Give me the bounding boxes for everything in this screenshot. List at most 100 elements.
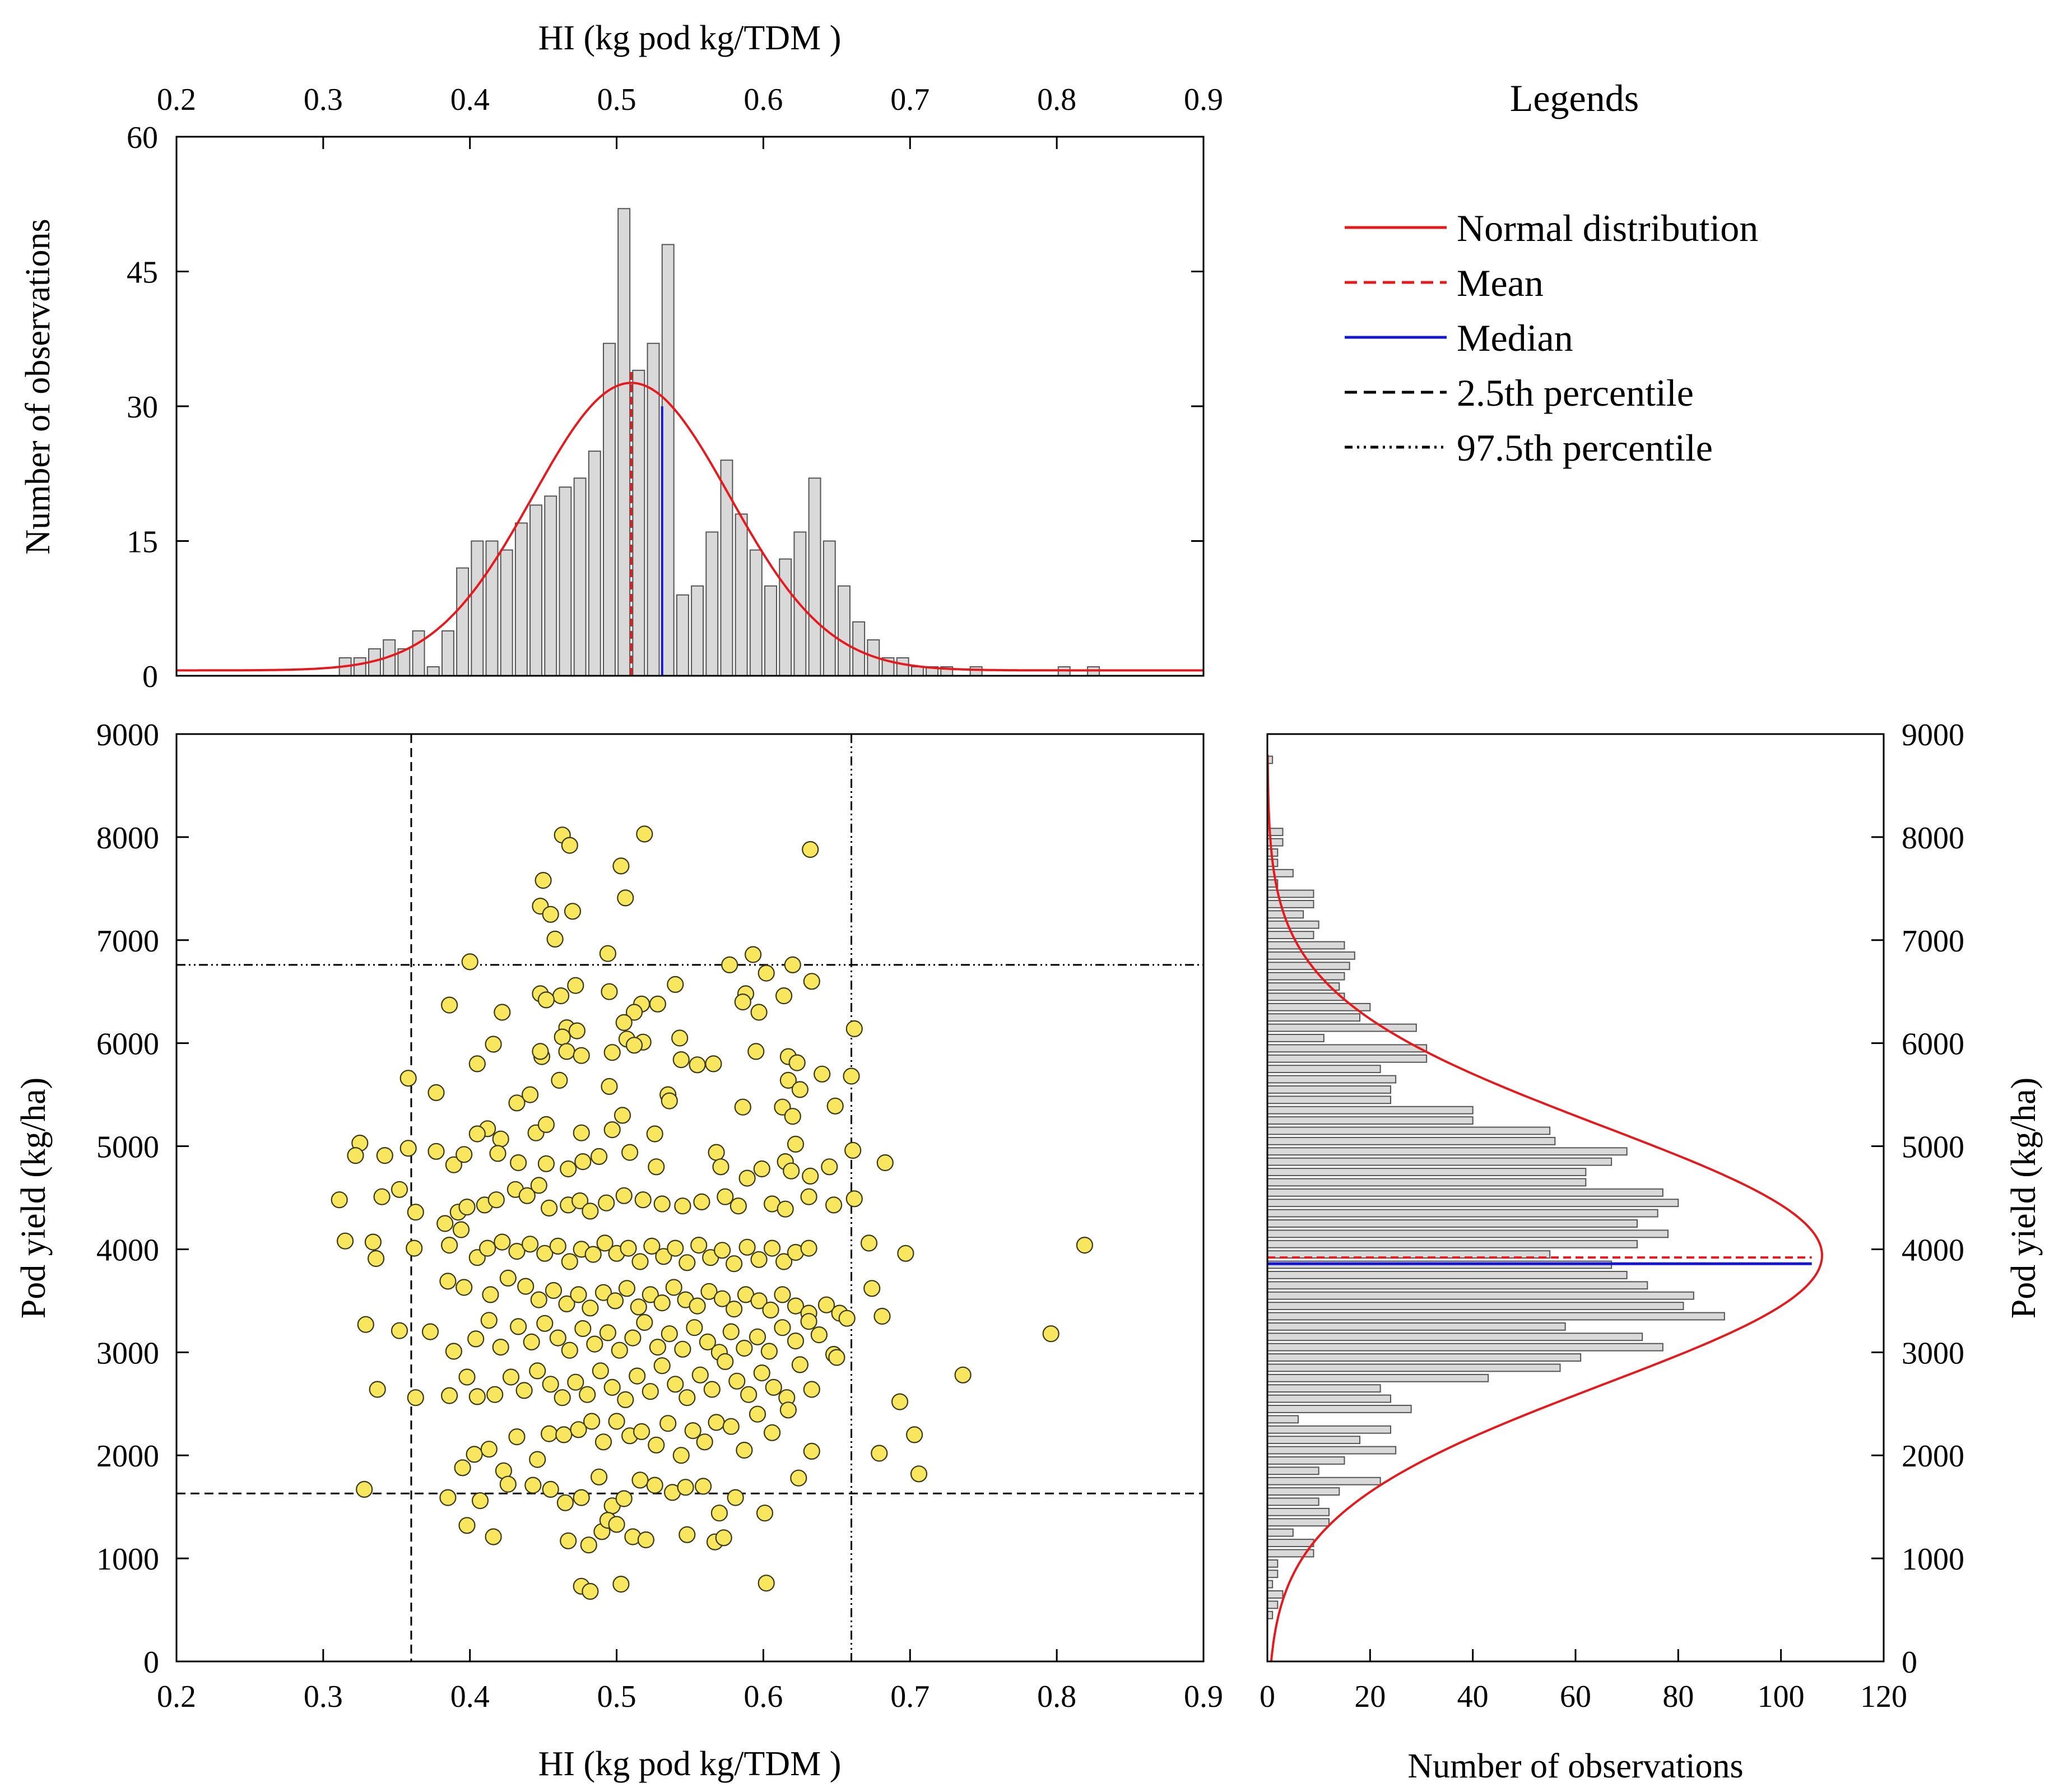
scatter-point <box>784 1108 801 1125</box>
top-histogram-bar <box>471 540 484 676</box>
top-histogram-bar <box>426 666 440 677</box>
scatter-y-tick-label: 9000 <box>96 718 159 753</box>
right-y-tick-label: 9000 <box>1902 718 1964 753</box>
right-histogram-bar <box>1267 1157 1612 1166</box>
top-histogram-bar <box>749 549 763 676</box>
top-histogram-bar <box>573 477 587 676</box>
scatter-point <box>905 1426 923 1443</box>
scatter-point <box>910 1465 928 1483</box>
scatter-point <box>356 1480 373 1498</box>
top-histogram-bar <box>661 244 675 676</box>
top-histogram-bar <box>691 585 704 676</box>
scatter-point <box>693 1193 710 1210</box>
scatter-point <box>721 956 738 974</box>
right-histogram-bar <box>1267 1168 1587 1176</box>
scatter-point <box>873 1307 891 1325</box>
scatter-point <box>579 1386 596 1403</box>
scatter-point <box>537 991 555 1009</box>
right-histogram-bar <box>1267 1466 1319 1475</box>
scatter-point <box>838 1310 856 1327</box>
right-y-tick-label: 3000 <box>1902 1336 1964 1371</box>
scatter-point <box>625 1037 643 1054</box>
right-histogram-bar <box>1267 1229 1669 1238</box>
right-x-tick-label: 40 <box>1457 1679 1489 1714</box>
top-histogram-bar <box>617 208 631 676</box>
right-histogram-bar <box>1267 1136 1556 1145</box>
scatter-point <box>364 1233 382 1251</box>
scatter-point <box>750 1004 768 1021</box>
top-y-tick-label: 0 <box>142 660 158 694</box>
scatter-point <box>456 1146 473 1163</box>
top-histogram-bar <box>808 477 821 676</box>
right-histogram-bar <box>1267 1415 1299 1424</box>
scatter-point <box>508 1428 526 1446</box>
scatter-point <box>369 1381 386 1398</box>
scatter-y-tick-label: 8000 <box>96 821 159 856</box>
right-y-axis-label: Pod yield (kg/ha) <box>2005 1078 2043 1319</box>
scatter-point <box>599 1324 617 1341</box>
scatter-point <box>494 1233 511 1251</box>
scatter-point <box>523 1333 540 1350</box>
scatter-point <box>331 1191 348 1209</box>
scatter-point <box>542 1480 559 1498</box>
right-y-tick-label: 0 <box>1902 1645 1917 1680</box>
scatter-point <box>740 1386 758 1403</box>
scatter-point <box>466 1446 483 1463</box>
scatter-point <box>763 1424 781 1441</box>
scatter-point <box>800 1313 817 1330</box>
scatter-y-ticks: 0 1000 2000 3000 4000 5000 6000 7000 8000 9000 <box>96 718 189 1680</box>
scatter-point <box>485 1036 502 1053</box>
top-histogram-lines <box>176 370 1203 676</box>
scatter-point <box>694 1478 712 1495</box>
scatter-point <box>747 1043 765 1060</box>
scatter-point <box>549 1237 566 1255</box>
scatter-point <box>399 1070 417 1087</box>
right-x-ticks: 0 20 40 60 80 100 120 <box>1260 1649 1907 1714</box>
top-y-tick-label: 30 <box>127 390 158 425</box>
scatter-point <box>677 1479 694 1496</box>
scatter-point <box>570 1421 587 1438</box>
top-histogram-bar <box>500 549 513 676</box>
scatter-point <box>787 1333 805 1350</box>
scatter-point <box>467 1330 485 1348</box>
scatter-point <box>738 1238 756 1256</box>
scatter-point <box>802 841 819 858</box>
scatter-point <box>760 1343 778 1360</box>
top-x-tick-label: 0.2 <box>157 82 196 117</box>
scatter-point <box>439 1489 457 1506</box>
right-histogram-bar <box>1267 1219 1638 1228</box>
legend-label: 2.5th percentile <box>1457 372 1694 414</box>
scatter-point <box>440 1387 458 1404</box>
scatter-point <box>736 1441 753 1459</box>
scatter-point <box>468 1388 486 1405</box>
right-histogram-bar <box>1267 1353 1582 1362</box>
scatter-point <box>713 1242 731 1259</box>
top-y-ticks: 0 15 30 45 60 <box>127 120 1203 694</box>
right-histogram-bar <box>1267 1239 1638 1248</box>
right-histogram-bar <box>1267 1436 1360 1445</box>
scatter-point <box>803 973 820 990</box>
top-histogram-bar <box>544 495 557 676</box>
right-histogram-bar <box>1267 1291 1694 1300</box>
scatter-point <box>642 1383 659 1400</box>
scatter-point <box>461 953 478 971</box>
scatter-point <box>758 964 775 982</box>
right-histogram-bar <box>1267 972 1345 981</box>
scatter-point <box>708 1144 725 1161</box>
scatter-point <box>440 996 458 1014</box>
scatter-point <box>508 1094 526 1112</box>
scatter-y-tick-label: 2000 <box>96 1439 159 1474</box>
right-histogram-bar <box>1267 1044 1428 1053</box>
scatter-point <box>536 1245 554 1262</box>
scatter-point <box>749 1405 766 1423</box>
scatter-point <box>784 956 801 974</box>
scatter-point <box>897 1245 914 1262</box>
right-x-tick-label: 20 <box>1354 1679 1386 1714</box>
right-x-axis-label: Number of observations <box>1407 1747 1743 1785</box>
scatter-point <box>672 1447 690 1464</box>
scatter-reference-lines <box>176 734 1203 1661</box>
scatter-point <box>517 1278 535 1295</box>
right-y-tick-label: 8000 <box>1902 821 1964 856</box>
scatter-point <box>427 1143 445 1160</box>
